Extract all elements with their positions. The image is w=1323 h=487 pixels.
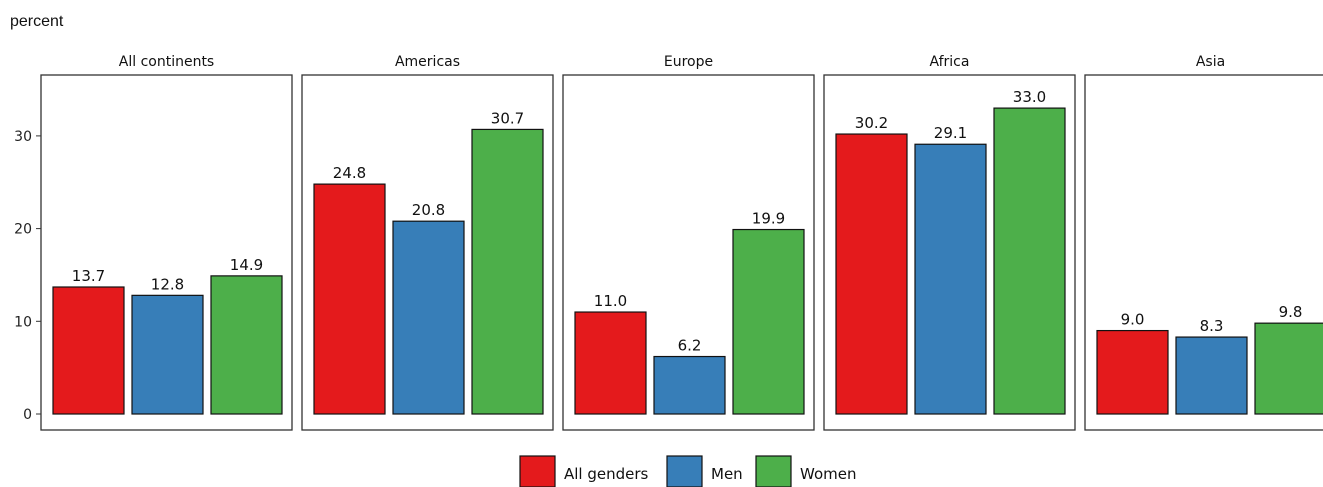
bar bbox=[210, 275, 283, 415]
y-tick-label: 30 bbox=[14, 129, 32, 145]
facet-title: Asia bbox=[1196, 54, 1225, 70]
facet-border bbox=[823, 74, 1076, 431]
legend-swatch bbox=[755, 455, 792, 487]
bar bbox=[1254, 322, 1323, 415]
bar bbox=[1096, 329, 1169, 415]
legend-label: All genders bbox=[564, 465, 649, 483]
bar bbox=[914, 143, 987, 415]
bar bbox=[574, 311, 647, 415]
facet-panel: Europe 11.0 6.2 19.9 bbox=[562, 54, 815, 431]
data-label: 9.8 bbox=[1279, 303, 1303, 321]
facet-panel: Africa 30.2 29.1 33.0 bbox=[823, 54, 1076, 431]
bar bbox=[653, 355, 726, 415]
legend-label: Men bbox=[711, 465, 743, 483]
bar bbox=[993, 107, 1066, 415]
y-axis-label: percent bbox=[10, 13, 64, 30]
data-label: 13.7 bbox=[72, 267, 105, 285]
data-label: 9.0 bbox=[1121, 311, 1145, 329]
bar bbox=[392, 220, 465, 415]
y-tick-label: 20 bbox=[14, 222, 32, 238]
facet-border bbox=[1084, 74, 1323, 431]
bar bbox=[52, 286, 125, 415]
y-tick-label: 0 bbox=[23, 407, 32, 423]
data-label: 30.7 bbox=[491, 109, 524, 127]
bar bbox=[313, 183, 386, 415]
bar bbox=[1175, 336, 1248, 415]
bar bbox=[732, 228, 805, 415]
facet-panel: Americas 24.8 20.8 30.7 bbox=[301, 54, 554, 431]
facet-title: Americas bbox=[395, 54, 460, 70]
data-label: 8.3 bbox=[1200, 317, 1224, 335]
data-label: 20.8 bbox=[412, 201, 445, 219]
bar bbox=[131, 294, 204, 415]
facet-title: Europe bbox=[664, 54, 713, 70]
data-label: 12.8 bbox=[151, 275, 184, 293]
data-label: 14.9 bbox=[230, 256, 263, 274]
facets: All continents 13.7 12.8 14.9 Americas 24.8 20… bbox=[40, 54, 1323, 431]
data-label: 24.8 bbox=[333, 164, 366, 182]
y-tick-label: 10 bbox=[14, 314, 32, 330]
legend-label: Women bbox=[800, 465, 856, 483]
facet-title: All continents bbox=[119, 54, 214, 70]
data-label: 6.2 bbox=[678, 337, 702, 355]
facet-title: Africa bbox=[930, 54, 970, 70]
y-axis: 0 10 20 30 bbox=[14, 129, 41, 423]
facet-border bbox=[562, 74, 815, 431]
facet-panel: Asia 9.0 8.3 9.8 bbox=[1084, 54, 1323, 431]
facet-border bbox=[40, 74, 293, 431]
data-label: 11.0 bbox=[594, 292, 627, 310]
legend: All genders Men Women bbox=[519, 455, 856, 487]
data-label: 33.0 bbox=[1013, 88, 1046, 106]
facet-border bbox=[301, 74, 554, 431]
data-label: 30.2 bbox=[855, 114, 888, 132]
bar bbox=[835, 133, 908, 415]
legend-swatch bbox=[519, 455, 556, 487]
legend-swatch bbox=[666, 455, 703, 487]
bar bbox=[471, 128, 544, 415]
facet-panel: All continents 13.7 12.8 14.9 bbox=[40, 54, 293, 431]
data-label: 29.1 bbox=[934, 124, 967, 142]
data-label: 19.9 bbox=[752, 210, 785, 228]
